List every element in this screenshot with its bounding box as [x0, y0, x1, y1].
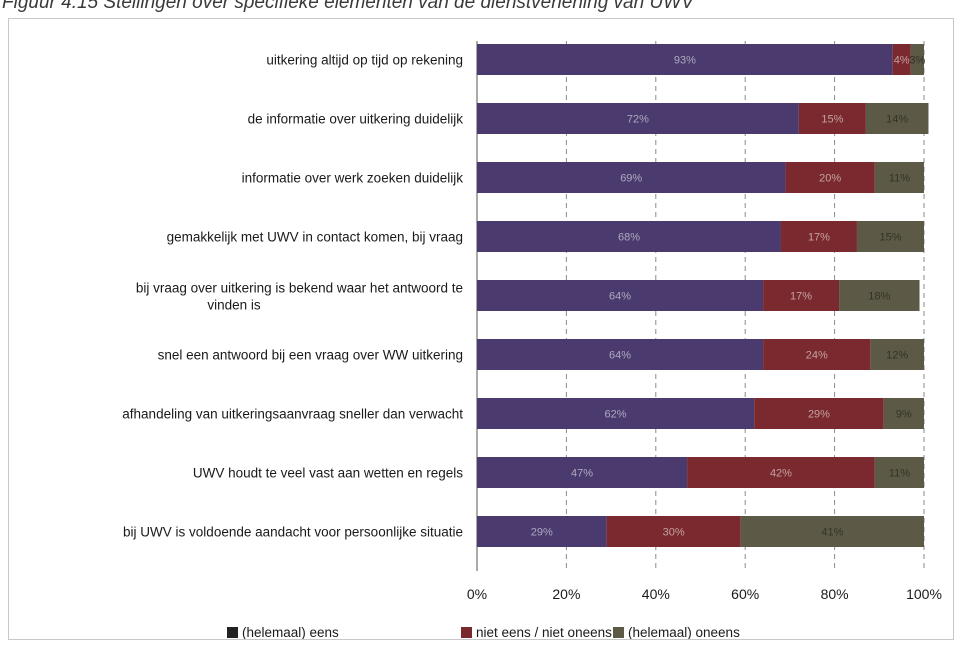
data-label: 69% [620, 173, 642, 185]
x-tick-label: 60% [731, 586, 759, 602]
data-label: 9% [896, 409, 912, 421]
bar-segment [785, 162, 875, 193]
x-tick-label: 20% [552, 586, 580, 602]
data-label: 47% [571, 468, 593, 480]
data-label: 42% [770, 468, 792, 480]
figure-caption: Figuur 4.15 Stellingen over specifieke e… [2, 0, 694, 13]
bar-segment [839, 280, 920, 311]
legend-label: (helemaal) eens [242, 625, 339, 639]
bar-segment [856, 221, 924, 252]
x-tick-label: 80% [821, 586, 849, 602]
data-label: 15% [879, 232, 901, 244]
bar-segment [798, 103, 866, 134]
bar-segment [477, 162, 786, 193]
bar-segment [477, 103, 799, 134]
bar-segment [477, 44, 893, 75]
bar-segment [477, 339, 764, 370]
data-label: 24% [806, 350, 828, 362]
bar-segment [870, 339, 924, 370]
data-label: 29% [808, 409, 830, 421]
bar-segment [763, 339, 871, 370]
data-label: 12% [886, 350, 908, 362]
data-label: 3% [909, 55, 925, 67]
bar-segment [477, 221, 781, 252]
stacked-bar-chart: 0% 20% 40% 60% 80% 100% uitkering altijd op ti… [122, 41, 942, 639]
data-label: 14% [886, 114, 908, 126]
data-label: 29% [531, 527, 553, 539]
data-label: 68% [618, 232, 640, 244]
category-label: de informatie over uitkering duidelijk [248, 112, 464, 127]
data-label: 11% [889, 173, 910, 185]
data-label: 18% [868, 291, 890, 303]
data-label: 4% [894, 55, 910, 67]
category-label: informatie over werk zoeken duidelijk [242, 171, 464, 186]
bar-segment [477, 457, 688, 488]
bar-segment [687, 457, 875, 488]
x-tick-label: 0% [467, 586, 487, 602]
x-tick-label: 40% [642, 586, 670, 602]
data-label: 64% [609, 291, 631, 303]
bar-segment [606, 516, 741, 547]
data-label: 64% [609, 350, 631, 362]
data-label: 41% [821, 527, 843, 539]
bar-segment [874, 457, 924, 488]
bar-segment [892, 44, 911, 75]
category-label: snel een antwoord bij een vraag over WW … [158, 348, 463, 363]
legend-swatch [613, 627, 624, 638]
bar-segment [780, 221, 857, 252]
bar-segment [740, 516, 924, 547]
data-label: 17% [790, 291, 812, 303]
bar-segment [874, 162, 924, 193]
bar-segment [763, 280, 840, 311]
bar-segment [865, 103, 929, 134]
bar-segment [754, 398, 884, 429]
data-label: 20% [819, 173, 841, 185]
bar-segment [883, 398, 924, 429]
category-label: bij vraag over uitkering is bekend waar … [136, 281, 463, 313]
x-tick-label: 100% [906, 586, 942, 602]
data-label: 15% [821, 114, 843, 126]
bar-segment [910, 44, 924, 75]
category-label: gemakkelijk met UWV in contact komen, bi… [167, 230, 463, 245]
chart-frame: 0% 20% 40% 60% 80% 100% uitkering altijd op ti… [8, 18, 954, 640]
legend-swatch [227, 627, 238, 638]
data-label: 62% [605, 409, 627, 421]
category-label: bij UWV is voldoende aandacht voor perso… [123, 525, 463, 540]
bar-segment [477, 516, 607, 547]
data-label: 93% [674, 55, 696, 67]
category-label: UWV houdt te veel vast aan wetten en reg… [193, 466, 463, 481]
legend-label: (helemaal) oneens [628, 625, 740, 639]
data-label: 72% [627, 114, 649, 126]
bar-segment [477, 280, 764, 311]
category-label: afhandeling van uitkeringsaanvraag snell… [122, 407, 463, 422]
data-label: 11% [889, 468, 910, 480]
data-label: 17% [808, 232, 830, 244]
category-label: uitkering altijd op tijd op rekening [266, 53, 463, 68]
data-label: 30% [663, 527, 685, 539]
bar-segment [477, 398, 755, 429]
legend-swatch [461, 627, 472, 638]
legend-label: niet eens / niet oneens [476, 625, 612, 639]
